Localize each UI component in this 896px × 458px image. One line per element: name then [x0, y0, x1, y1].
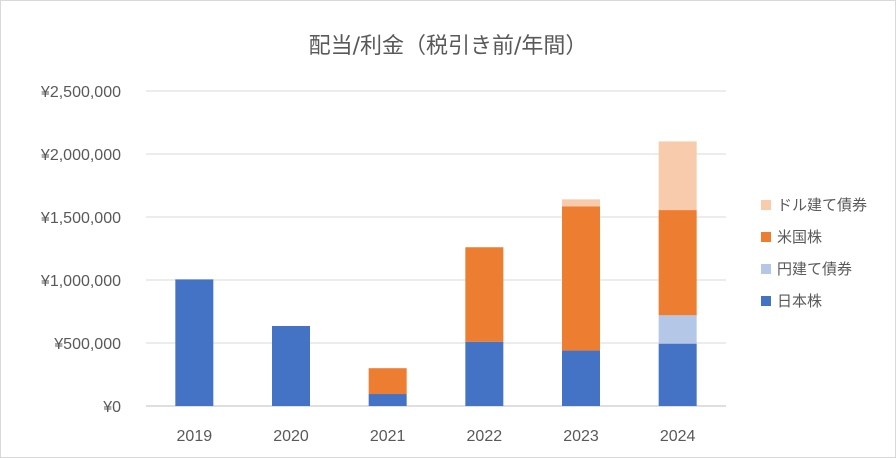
y-tick-label: ¥1,500,000 [40, 210, 121, 227]
chart-title: 配当/利金（税引き前/年間） [309, 34, 588, 59]
gridlines [146, 90, 726, 407]
y-tick-label: ¥1,000,000 [40, 273, 121, 290]
legend-item: ドル建て債券 [761, 196, 867, 214]
legend-label: 日本株 [777, 292, 822, 310]
bar-segment [658, 141, 697, 211]
legend-swatch [761, 200, 771, 210]
y-tick-label: ¥0 [102, 399, 121, 416]
legend-item: 日本株 [761, 292, 822, 310]
bar-segment [465, 247, 504, 342]
x-tick-label: 2022 [467, 428, 503, 445]
bar-segment [658, 210, 697, 316]
x-tick-label: 2021 [370, 428, 406, 445]
legend-item: 米国株 [761, 228, 822, 246]
x-axis-ticks: 2019 2020 2021 2022 2023 2024 [177, 428, 696, 445]
legend-swatch [761, 296, 771, 306]
bar-segment [272, 325, 310, 406]
bar-segment [465, 341, 504, 406]
legend-swatch [761, 232, 771, 242]
bar-segment [175, 279, 214, 406]
bar-segment [562, 206, 600, 351]
x-tick-label: 2024 [660, 428, 696, 445]
bar-segment [658, 315, 697, 344]
legend-swatch [761, 264, 771, 274]
bars [175, 141, 697, 406]
legend-item: 円建て債券 [761, 260, 852, 278]
x-tick-label: 2019 [177, 428, 213, 445]
bar-segment [562, 350, 600, 406]
bar-segment [368, 368, 407, 395]
legend-label: 米国株 [777, 228, 822, 246]
legend-label: 円建て債券 [777, 260, 852, 278]
y-tick-label: ¥2,500,000 [40, 84, 121, 101]
bar-segment [562, 199, 600, 207]
legend-label: ドル建て債券 [777, 196, 867, 214]
y-tick-label: ¥2,000,000 [40, 147, 121, 164]
y-axis-ticks: ¥0 ¥500,000 ¥1,000,000 ¥1,500,000 ¥2,000,000… [40, 84, 121, 416]
y-tick-label: ¥500,000 [53, 336, 121, 353]
bar-segment [368, 394, 407, 406]
x-tick-label: 2020 [273, 428, 309, 445]
x-tick-label: 2023 [563, 428, 599, 445]
bar-segment [658, 343, 697, 406]
